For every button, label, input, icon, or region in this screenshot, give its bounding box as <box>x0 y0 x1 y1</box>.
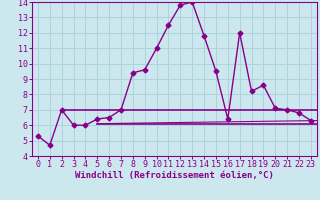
X-axis label: Windchill (Refroidissement éolien,°C): Windchill (Refroidissement éolien,°C) <box>75 171 274 180</box>
